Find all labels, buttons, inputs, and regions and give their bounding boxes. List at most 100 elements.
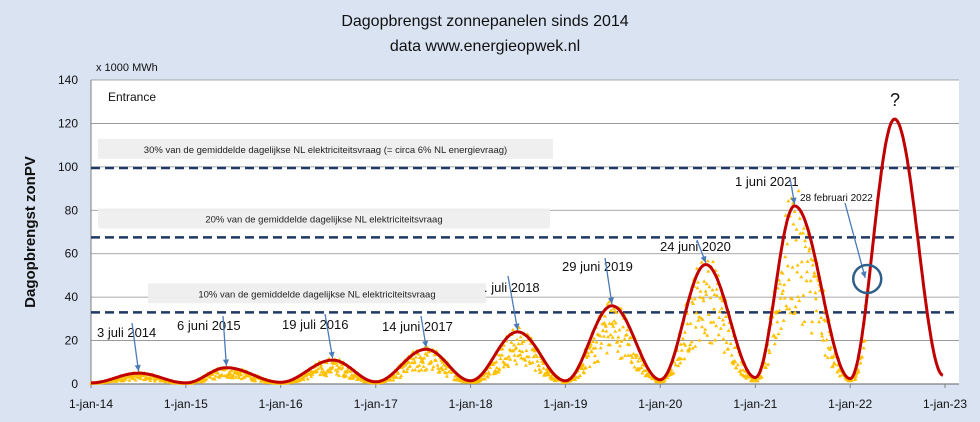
data-point (718, 326, 723, 330)
data-point (625, 328, 630, 332)
data-point (831, 354, 836, 358)
data-point (516, 341, 521, 346)
x-tick-labels: 1-jan-14 1-jan-15 1-jan-16 1-jan-17 1-jan-18… (69, 397, 967, 411)
data-point (587, 364, 592, 369)
data-point (710, 288, 715, 292)
data-point (239, 376, 244, 381)
data-point (506, 364, 511, 368)
data-point (425, 353, 430, 357)
data-point (253, 378, 258, 382)
data-point (724, 314, 728, 318)
data-point (239, 372, 244, 377)
data-point (601, 334, 606, 338)
x-tick-label: 1-jan-20 (638, 397, 682, 411)
data-point (502, 343, 507, 347)
data-point (820, 334, 825, 338)
data-point (673, 362, 678, 367)
data-point (696, 318, 701, 322)
data-point (779, 326, 784, 330)
data-point (607, 300, 612, 304)
data-point (717, 309, 722, 314)
data-point (510, 327, 515, 332)
data-point (546, 372, 551, 377)
data-point (615, 339, 620, 343)
data-point (729, 353, 734, 357)
data-point (237, 375, 242, 380)
data-point (342, 372, 347, 376)
data-point (620, 355, 625, 360)
data-point (494, 365, 499, 370)
data-point (316, 366, 321, 371)
data-point (524, 348, 529, 352)
data-point (679, 356, 684, 361)
data-point (334, 360, 339, 365)
data-point (505, 356, 510, 360)
data-point (755, 378, 760, 383)
data-point (700, 324, 705, 329)
reference-label-box (98, 208, 550, 229)
data-point (621, 325, 626, 329)
data-point (734, 366, 739, 370)
data-point (519, 341, 524, 345)
data-point (694, 266, 699, 270)
data-point (127, 378, 132, 382)
data-point (627, 342, 632, 347)
data-point (703, 327, 708, 331)
data-point (809, 331, 814, 335)
reference-bands: 30% van de gemiddelde dagelijkse NL elek… (91, 138, 959, 314)
annotation-arrow (131, 322, 140, 372)
data-point (778, 296, 783, 300)
data-point (858, 361, 863, 365)
data-point (443, 363, 448, 367)
data-point (508, 357, 513, 361)
data-point (323, 371, 328, 375)
data-point (783, 213, 788, 217)
data-point (741, 368, 746, 372)
data-point (527, 354, 531, 359)
data-point (823, 319, 828, 323)
data-point (512, 342, 516, 347)
data-point (598, 346, 603, 350)
data-point (705, 259, 710, 263)
data-point (424, 367, 429, 371)
data-point (610, 321, 615, 325)
data-point (772, 341, 777, 346)
data-point (687, 346, 692, 350)
data-point (230, 376, 235, 380)
data-point (436, 366, 441, 370)
data-point (682, 356, 687, 361)
annotation-arrowhead (608, 297, 614, 304)
data-point (700, 317, 705, 321)
data-point (793, 310, 798, 314)
data-point (520, 349, 525, 354)
data-point (497, 367, 502, 371)
data-point (814, 308, 819, 313)
data-point (583, 365, 588, 369)
data-point (705, 333, 710, 337)
data-point (225, 375, 230, 379)
data-point (819, 315, 824, 320)
data-point (501, 365, 506, 369)
data-point (794, 227, 799, 231)
data-point (817, 319, 821, 324)
data-point (592, 360, 597, 364)
data-point (536, 363, 541, 368)
data-point (231, 373, 236, 377)
data-point (733, 359, 738, 364)
data-point (585, 350, 590, 355)
data-point (694, 310, 699, 315)
data-point (444, 374, 449, 378)
data-point (861, 346, 866, 350)
data-point (711, 320, 716, 324)
data-point (678, 361, 683, 365)
data-point (599, 341, 604, 345)
data-point (813, 290, 818, 295)
data-point (500, 346, 505, 351)
data-point (618, 343, 622, 348)
data-point (605, 351, 609, 355)
data-point (698, 295, 702, 299)
data-point (788, 310, 793, 315)
data-point (407, 360, 411, 364)
y-tick-label: 40 (65, 290, 79, 304)
data-point (800, 322, 805, 326)
